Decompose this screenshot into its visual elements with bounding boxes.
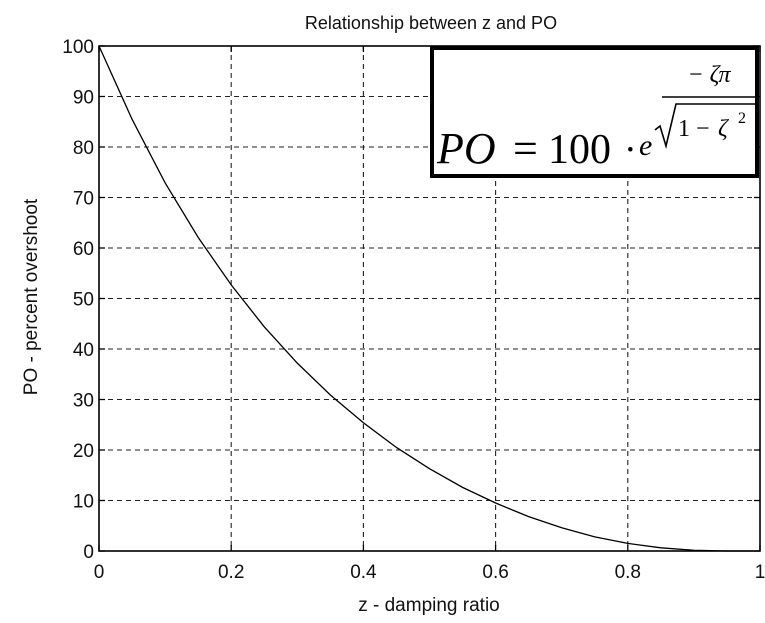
formula-base: e bbox=[639, 129, 652, 162]
data-series bbox=[98, 45, 754, 552]
x-tick-label: 0.6 bbox=[482, 562, 508, 583]
y-tick-label: 10 bbox=[73, 492, 94, 513]
x-tick-label: 0 bbox=[94, 562, 105, 583]
x-tick-label: 0.4 bbox=[350, 562, 377, 583]
y-tick-label: 20 bbox=[73, 441, 94, 462]
formula-box bbox=[430, 46, 759, 178]
formula-annotation: PO = 100 · e − ζπ 1 − ζ 2 bbox=[430, 46, 759, 178]
x-tick-label: 0.8 bbox=[615, 562, 641, 583]
y-tick-label: 70 bbox=[73, 189, 94, 210]
y-tick-label: 60 bbox=[73, 239, 94, 260]
formula-equals: = bbox=[513, 124, 538, 173]
formula-exp-denominator-power: 2 bbox=[738, 110, 746, 127]
y-tick-label: 30 bbox=[73, 391, 94, 412]
y-tick-label: 100 bbox=[62, 37, 94, 58]
formula-lhs: PO bbox=[436, 124, 496, 173]
y-tick-label: 40 bbox=[73, 340, 94, 361]
formula-exp-denominator-one: 1 − bbox=[678, 116, 710, 142]
y-axis-label: PO - percent overshoot bbox=[21, 198, 42, 395]
formula-exp-denominator-zeta: ζ bbox=[718, 116, 730, 142]
y-axis-tick-labels: 0 10 20 30 40 50 60 70 80 90 100 bbox=[62, 37, 94, 563]
x-tick-label: 0.2 bbox=[218, 562, 244, 583]
x-tick-label: 1 bbox=[755, 562, 765, 583]
po-curve-line bbox=[98, 45, 754, 552]
formula-coefficient: 100 bbox=[548, 127, 611, 173]
chart-title: Relationship between z and PO bbox=[305, 13, 557, 33]
y-tick-label: 90 bbox=[73, 88, 94, 109]
y-tick-label: 0 bbox=[83, 542, 94, 563]
formula-radical-sign bbox=[654, 103, 756, 150]
formula-dot: · bbox=[624, 129, 637, 171]
y-tick-label: 50 bbox=[73, 290, 94, 311]
y-tick-label: 80 bbox=[73, 138, 94, 159]
x-axis-tick-labels: 0 0.2 0.4 0.6 0.8 1 bbox=[94, 562, 765, 583]
formula-exp-numerator: − ζπ bbox=[687, 62, 731, 88]
x-axis-label: z - damping ratio bbox=[358, 595, 500, 616]
